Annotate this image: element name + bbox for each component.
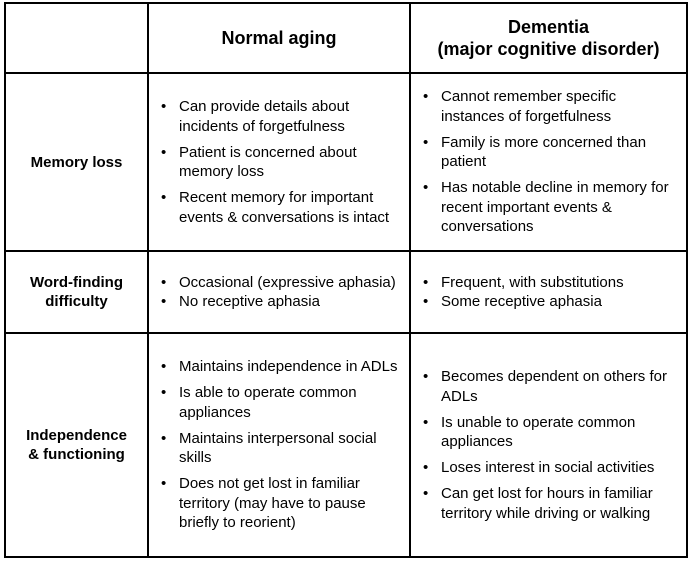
bullet-item: Is able to operate common appliances: [161, 383, 403, 422]
bullet-list: Occasional (expressive aphasia) No recep…: [149, 273, 409, 312]
bullet-item: Some receptive aphasia: [423, 292, 680, 312]
row-word-finding: Word-finding difficulty Occasional (expr…: [4, 250, 688, 334]
header-row: Normal aging Dementia (major cognitive d…: [4, 2, 688, 74]
bullet-item: Family is more concerned than patient: [423, 133, 680, 172]
bullet-item: Frequent, with substitutions: [423, 273, 680, 293]
bullet-item: No receptive aphasia: [161, 292, 403, 312]
bullet-item: Maintains interpersonal social skills: [161, 429, 403, 468]
bullet-list: Maintains independence in ADLs Is able t…: [149, 357, 409, 533]
cell-dementia-independence: Becomes dependent on others for ADLs Is …: [409, 332, 688, 558]
header-normal-aging: Normal aging: [147, 2, 411, 74]
row-label-independence: Independence & functioning: [4, 332, 149, 558]
header-dementia: Dementia (major cognitive disorder): [409, 2, 688, 74]
bullet-item: Patient is concerned about memory loss: [161, 143, 403, 182]
row-label-word-finding: Word-finding difficulty: [4, 250, 149, 334]
bullet-item: Becomes dependent on others for ADLs: [423, 367, 680, 406]
row-label-line: Word-finding: [29, 274, 124, 291]
cell-normal-word-finding: Occasional (expressive aphasia) No recep…: [147, 250, 411, 334]
bullet-item: Does not get lost in familiar territory …: [161, 474, 403, 533]
bullet-item: Recent memory for important events & con…: [161, 188, 403, 227]
cell-normal-memory-loss: Can provide details about incidents of f…: [147, 72, 411, 252]
row-memory-loss: Memory loss Can provide details about in…: [4, 72, 688, 252]
cell-dementia-word-finding: Frequent, with substitutions Some recept…: [409, 250, 688, 334]
bullet-item: Is unable to operate common appliances: [423, 413, 680, 452]
row-label-line: & functioning: [28, 446, 125, 463]
row-label-memory-loss: Memory loss: [4, 72, 149, 252]
bullet-item: Occasional (expressive aphasia): [161, 273, 403, 293]
comparison-table: Normal aging Dementia (major cognitive d…: [4, 2, 688, 558]
bullet-list: Frequent, with substitutions Some recept…: [411, 273, 686, 312]
header-dementia-line2: (major cognitive disorder): [437, 39, 660, 59]
bullet-item: Has notable decline in memory for recent…: [423, 178, 680, 237]
row-label-line: difficulty: [45, 293, 108, 310]
bullet-item: Can get lost for hours in familiar terri…: [423, 484, 680, 523]
corner-cell: [4, 2, 149, 74]
cell-normal-independence: Maintains independence in ADLs Is able t…: [147, 332, 411, 558]
bullet-item: Maintains independence in ADLs: [161, 357, 403, 377]
bullet-item: Loses interest in social activities: [423, 458, 680, 478]
header-dementia-line1: Dementia: [507, 17, 590, 37]
bullet-item: Cannot remember specific instances of fo…: [423, 87, 680, 126]
bullet-item: Can provide details about incidents of f…: [161, 97, 403, 136]
bullet-list: Cannot remember specific instances of fo…: [411, 87, 686, 237]
row-label-line: Independence: [26, 427, 127, 444]
bullet-list: Becomes dependent on others for ADLs Is …: [411, 367, 686, 523]
row-label-line: Memory loss: [30, 153, 123, 171]
bullet-list: Can provide details about incidents of f…: [149, 97, 409, 227]
header-normal-label: Normal aging: [221, 28, 337, 48]
row-independence: Independence & functioning Maintains ind…: [4, 332, 688, 558]
cell-dementia-memory-loss: Cannot remember specific instances of fo…: [409, 72, 688, 252]
